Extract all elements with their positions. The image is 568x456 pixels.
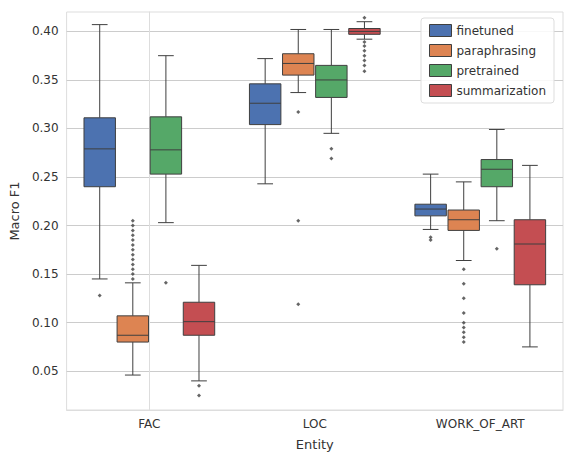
svg-text:Entity: Entity — [296, 437, 334, 452]
svg-text:0.30: 0.30 — [32, 121, 59, 135]
svg-text:0.10: 0.10 — [32, 316, 59, 330]
svg-text:0.15: 0.15 — [32, 267, 59, 281]
svg-text:Macro F1: Macro F1 — [7, 181, 22, 240]
svg-text:finetuned: finetuned — [457, 24, 514, 38]
svg-text:paraphrasing: paraphrasing — [457, 44, 537, 58]
svg-text:0.35: 0.35 — [32, 73, 59, 87]
svg-text:pretrained: pretrained — [457, 64, 520, 78]
svg-text:summarization: summarization — [457, 84, 547, 98]
svg-text:FAC: FAC — [138, 417, 160, 431]
svg-text:LOC: LOC — [303, 417, 327, 431]
svg-text:WORK_OF_ART: WORK_OF_ART — [436, 417, 526, 431]
svg-text:0.40: 0.40 — [32, 24, 59, 38]
svg-text:0.20: 0.20 — [32, 219, 59, 233]
svg-text:0.05: 0.05 — [32, 364, 59, 378]
svg-text:0.25: 0.25 — [32, 170, 59, 184]
